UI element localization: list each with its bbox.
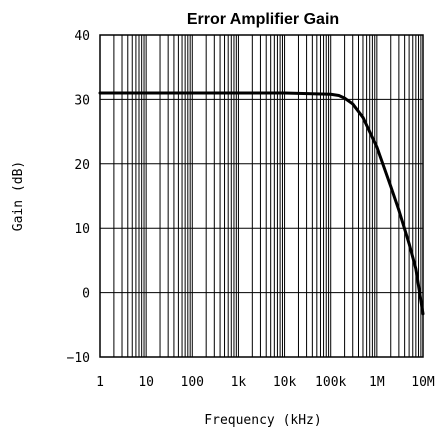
plot-frame bbox=[99, 34, 424, 358]
y-axis-label: Gain (dB) bbox=[11, 161, 26, 231]
y-tick-label: 20 bbox=[74, 158, 90, 173]
y-tick-label: −10 bbox=[67, 351, 90, 366]
x-tick-label: 10M bbox=[411, 375, 435, 390]
x-tick-label: 1k bbox=[231, 375, 247, 390]
x-tick-label: 10 bbox=[138, 375, 154, 390]
x-tick-label: 1M bbox=[369, 375, 385, 390]
x-axis-label: Frequency (kHz) bbox=[204, 413, 321, 428]
x-axis-ticks: 1 10 100 1k 10k 100k 1M 10M bbox=[96, 375, 435, 390]
y-tick-label: 30 bbox=[74, 93, 90, 108]
x-tick-label: 1 bbox=[96, 375, 104, 390]
x-tick-label: 100 bbox=[181, 375, 204, 390]
y-tick-label: 10 bbox=[74, 222, 90, 237]
x-tick-label: 10k bbox=[273, 375, 297, 390]
chart-title: Error Amplifier Gain bbox=[187, 11, 339, 28]
gain-curve bbox=[98, 91, 425, 316]
y-tick-label: 40 bbox=[74, 29, 90, 44]
grid bbox=[99, 34, 423, 358]
y-axis-ticks: −10 0 10 20 30 40 bbox=[67, 29, 90, 366]
y-tick-label: 0 bbox=[82, 287, 90, 302]
x-tick-label: 100k bbox=[315, 375, 346, 390]
